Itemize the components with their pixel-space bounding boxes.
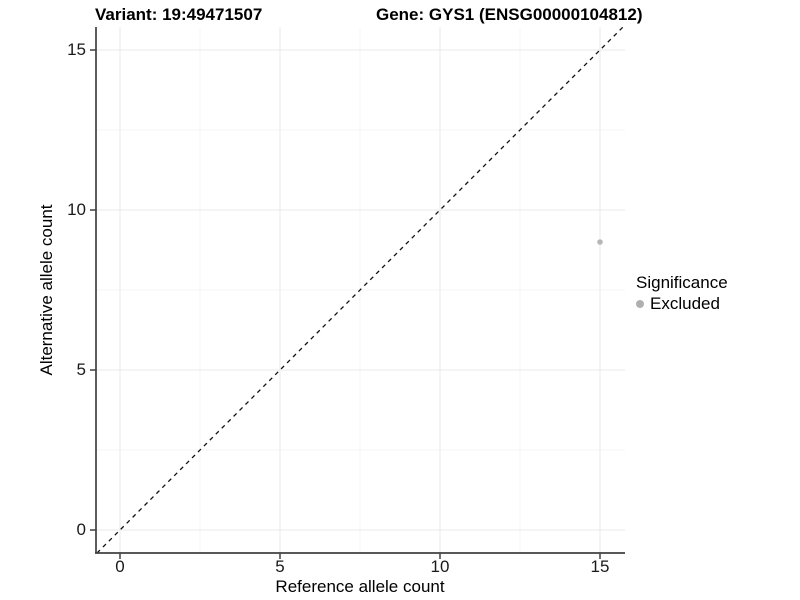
x-axis-title: Reference allele count	[275, 577, 445, 596]
data-point	[597, 239, 603, 245]
x-tick-label: 10	[430, 557, 450, 576]
x-tick-label: 5	[275, 557, 285, 576]
y-tick-label: 5	[76, 360, 86, 379]
plot-title-gene: Gene: GYS1 (ENSG00000104812)	[376, 5, 643, 24]
x-tick-label: 0	[115, 557, 125, 576]
legend: Significance Excluded	[636, 273, 728, 313]
y-tick-label: 0	[76, 520, 86, 539]
legend-point-icon	[636, 300, 644, 308]
legend-entry-label: Excluded	[650, 294, 720, 313]
legend-title: Significance	[636, 273, 728, 292]
y-tick-label: 15	[67, 40, 86, 59]
identity-line	[96, 26, 624, 554]
gridlines-major	[96, 27, 625, 553]
y-axis-title: Alternative allele count	[37, 204, 56, 376]
plot-title-variant: Variant: 19:49471507	[95, 5, 263, 24]
axis-lines	[95, 27, 625, 554]
legend-entry: Excluded	[636, 295, 728, 313]
y-tick-label: 10	[67, 200, 86, 219]
tick-marks	[90, 49, 601, 559]
data-points	[597, 239, 603, 245]
x-tick-label: 15	[590, 557, 610, 576]
